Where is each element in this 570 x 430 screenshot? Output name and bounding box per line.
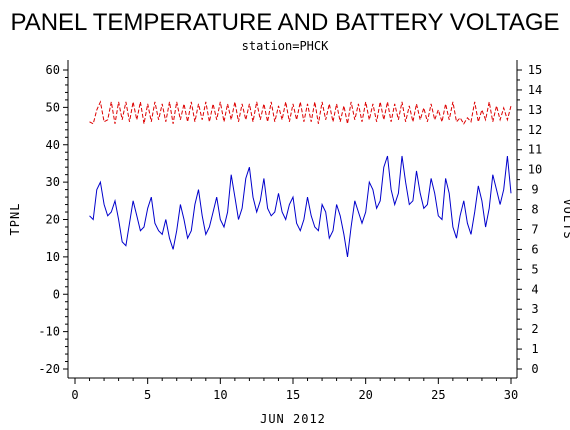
left-y-tick-label: -20 <box>38 362 60 376</box>
x-tick-label: 25 <box>431 388 445 402</box>
right-y-tick-label: 8 <box>531 203 538 217</box>
x-axis-label: JUN 2012 <box>260 412 326 426</box>
x-tick-label: 10 <box>213 388 227 402</box>
left-y-tick-label: 20 <box>46 213 60 227</box>
right-y-tick-label: 9 <box>531 183 538 197</box>
left-y-tick-label: 30 <box>46 175 60 189</box>
panel-temperature-line <box>89 155 512 257</box>
right-y-tick-label: 15 <box>528 63 542 77</box>
right-y-tick-label: 6 <box>531 242 538 256</box>
right-y-tick-label: 12 <box>528 123 542 137</box>
x-tick-label: 5 <box>144 388 151 402</box>
left-y-tick-label: 60 <box>46 63 60 77</box>
right-y-tick-label: 4 <box>531 282 538 296</box>
right-y-tick-label: 3 <box>531 302 538 316</box>
right-y-tick-label: 7 <box>531 222 538 236</box>
series-layer <box>89 100 512 257</box>
left-y-axis-ticks: -20 -10 0 10 20 30 40 50 60 <box>38 63 68 376</box>
battery-voltage-line <box>89 100 512 125</box>
right-y-tick-label: 11 <box>528 143 542 157</box>
x-tick-label: 15 <box>286 388 300 402</box>
x-tick-label: 0 <box>71 388 78 402</box>
x-axis-ticks: 0 5 10 15 20 25 30 <box>71 378 518 402</box>
x-tick-label: 30 <box>504 388 518 402</box>
right-y-axis-label: VOLTS <box>561 198 570 239</box>
x-tick-label: 20 <box>358 388 372 402</box>
left-y-tick-label: 50 <box>46 100 60 114</box>
left-y-tick-label: -10 <box>38 325 60 339</box>
right-y-tick-label: 10 <box>528 163 542 177</box>
right-y-tick-label: 14 <box>528 83 542 97</box>
right-y-tick-label: 0 <box>531 362 538 376</box>
left-y-axis-label: TPNL <box>8 203 22 236</box>
chart-title: PANEL TEMPERATURE AND BATTERY VOLTAGE <box>10 9 559 36</box>
chart-subtitle: station=PHCK <box>242 39 329 53</box>
right-y-tick-label: 5 <box>531 262 538 276</box>
right-y-tick-label: 1 <box>531 342 538 356</box>
left-y-tick-label: 10 <box>46 250 60 264</box>
right-y-tick-label: 13 <box>528 103 542 117</box>
left-y-tick-label: 0 <box>53 287 60 301</box>
right-y-tick-label: 2 <box>531 322 538 336</box>
left-y-tick-label: 40 <box>46 138 60 152</box>
